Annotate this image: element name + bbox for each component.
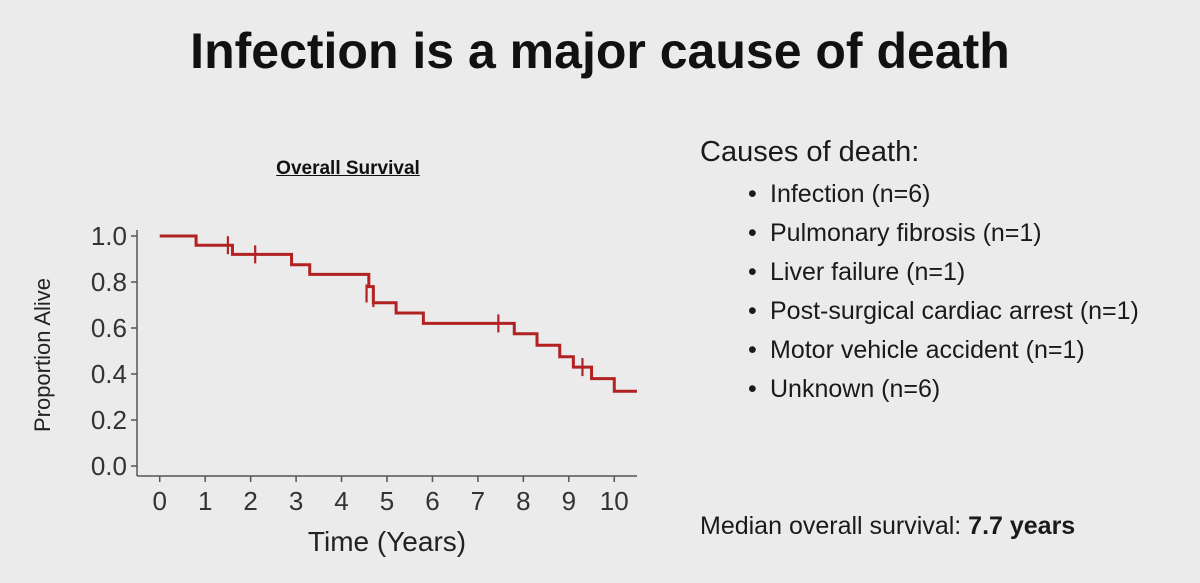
median-label: Median overall survival: [700, 512, 962, 540]
x-axis-label: Time (Years) [308, 526, 466, 557]
list-item: • Motor vehicle accident (n=1) [748, 331, 1170, 370]
chart-title: Overall Survival [276, 158, 420, 179]
x-tick-label: 9 [562, 486, 576, 516]
chart-axes [131, 230, 637, 482]
bullet-icon: • [748, 336, 757, 364]
survival-chart: 0.0 0.2 0.4 0.6 0.8 1.0 0 1 2 3 4 5 6 7 8 9 10 Time (Year… [30, 221, 637, 557]
y-tick-label: 0.4 [91, 359, 127, 389]
y-axis-label: Proportion Alive [30, 278, 55, 432]
x-tick-label: 1 [198, 486, 212, 516]
cause-label: Motor vehicle accident (n=1) [770, 336, 1085, 364]
x-tick-label: 10 [600, 486, 629, 516]
bullet-icon: • [748, 180, 757, 208]
y-tick-label: 0.2 [91, 405, 127, 435]
list-item: • Infection (n=6) [748, 175, 1170, 214]
list-item: • Post-surgical cardiac arrest (n=1) [748, 292, 1160, 331]
cause-label: Post-surgical cardiac arrest (n=1) [770, 297, 1139, 325]
bullet-icon: • [748, 258, 757, 286]
bullet-icon: • [748, 297, 757, 325]
x-tick-label: 5 [380, 486, 394, 516]
list-item: • Pulmonary fibrosis (n=1) [748, 214, 1170, 253]
slide-title: Infection is a major cause of death [190, 23, 1010, 79]
causes-panel: Causes of death: • Infection (n=6) • Pulmo… [700, 136, 1170, 409]
causes-heading: Causes of death: [700, 136, 920, 168]
cause-label: Pulmonary fibrosis (n=1) [770, 219, 1042, 247]
y-tick-label: 0.8 [91, 267, 127, 297]
x-tick-label: 0 [152, 486, 166, 516]
survival-curve [159, 234, 637, 393]
causes-list: • Infection (n=6) • Pulmonary fibrosis (n=… [700, 175, 1170, 409]
y-tick-label: 0.6 [91, 313, 127, 343]
y-tick-label: 0.0 [91, 451, 127, 481]
x-tick-label: 8 [516, 486, 530, 516]
median-survival: Median overall survival: 7.7 years [700, 512, 1075, 541]
x-tick-label: 6 [425, 486, 439, 516]
x-tick-label: 3 [289, 486, 303, 516]
bullet-icon: • [748, 375, 757, 403]
list-item: • Liver failure (n=1) [748, 253, 1170, 292]
chart-marks [159, 234, 637, 393]
chart-labels: 0.0 0.2 0.4 0.6 0.8 1.0 0 1 2 3 4 5 6 7 8 9 10 Time (Year… [30, 221, 629, 557]
y-tick-label: 1.0 [91, 221, 127, 251]
x-tick-label: 2 [243, 486, 257, 516]
x-tick-label: 7 [471, 486, 485, 516]
list-item: • Unknown (n=6) [748, 370, 1170, 409]
bullet-icon: • [748, 219, 757, 247]
x-tick-label: 4 [334, 486, 348, 516]
cause-label: Unknown (n=6) [770, 375, 941, 403]
cause-label: Infection (n=6) [770, 180, 931, 208]
median-value: 7.7 years [968, 512, 1076, 540]
cause-label: Liver failure (n=1) [770, 258, 966, 286]
